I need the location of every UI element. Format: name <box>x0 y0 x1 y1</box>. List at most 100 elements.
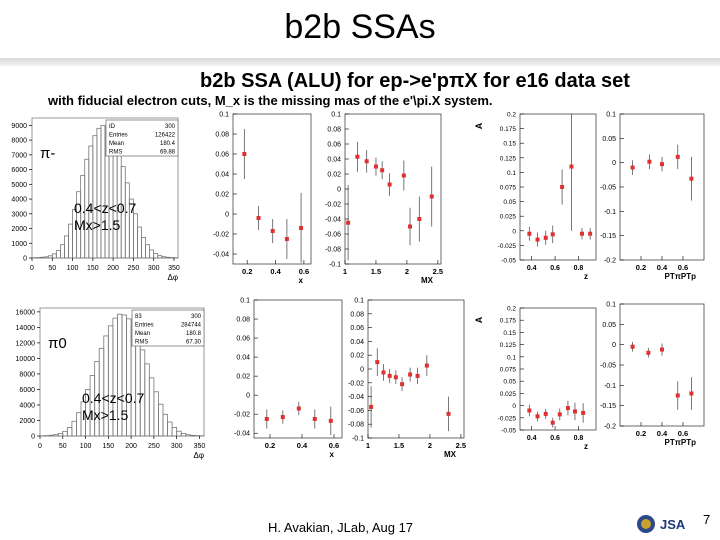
histogram-bin <box>68 223 73 259</box>
x-tick-label: 250 <box>128 265 140 272</box>
y-tick-label: -0.04 <box>325 217 341 224</box>
y-tick-label: 0.02 <box>350 353 364 360</box>
y-tick-label: 0 <box>612 342 616 349</box>
y-tick-label: -0.1 <box>604 383 616 390</box>
x-tick-label: 2.5 <box>456 441 466 450</box>
y-tick-label: 0.04 <box>236 355 250 362</box>
x-tick-label: 300 <box>171 443 183 450</box>
data-point <box>401 173 406 178</box>
y-tick-label: 0.05 <box>503 379 516 386</box>
stats-key: 83 <box>135 314 142 320</box>
data-point <box>630 344 635 349</box>
x-axis-label: Δφ <box>193 451 204 460</box>
histogram-bin <box>185 434 191 437</box>
data-point <box>284 237 289 241</box>
data-point <box>660 347 664 352</box>
histogram-bin <box>149 249 155 259</box>
data-point <box>364 159 369 164</box>
data-point <box>270 229 275 233</box>
y-tick-label: -0.2 <box>604 258 616 265</box>
histogram-pi-minus: 0 50 100 150 200 250 300 350 0 1000 2000 3000 4000 50… <box>11 117 180 282</box>
data-point <box>557 412 562 417</box>
data-point <box>675 154 680 159</box>
data-point <box>296 406 301 411</box>
stats-key: RMS <box>109 150 122 156</box>
y-tick-label: 0.025 <box>500 391 517 398</box>
histogram-bin <box>132 213 138 259</box>
data-point <box>630 165 635 170</box>
histogram-bin <box>157 255 163 259</box>
x-tick-label: 0.4 <box>657 429 668 438</box>
logo-text: JSA <box>660 517 686 532</box>
y-tick-label: -0.04 <box>348 394 364 401</box>
histogram-bin <box>167 421 173 437</box>
histogram-bin <box>92 135 98 259</box>
y-tick-label: 0.15 <box>503 141 516 148</box>
data-point <box>346 220 351 225</box>
data-point <box>408 372 413 377</box>
stats-value: 300 <box>191 314 202 320</box>
histogram-bin <box>66 427 73 437</box>
histogram-bin <box>148 377 155 437</box>
histogram-bin <box>153 253 159 259</box>
x-tick-label: 2 <box>405 267 409 276</box>
histogram-bin <box>165 256 171 259</box>
y-tick-label: 0 <box>31 434 35 441</box>
histogram-bin <box>153 391 159 437</box>
y-tick-label: -0.15 <box>600 233 616 240</box>
y-tick-label: -0.025 <box>498 415 517 422</box>
x-tick-label: 1.5 <box>371 267 381 276</box>
y-tick-label: 0.05 <box>602 322 616 329</box>
data-point <box>299 226 304 230</box>
y-axis-label: A <box>474 122 484 129</box>
x-tick-label: 150 <box>102 443 114 450</box>
y-tick-label: 0.02 <box>327 172 341 179</box>
plot-frame <box>367 299 465 439</box>
x-tick-label: 0.2 <box>242 267 252 276</box>
y-tick-label: -0.1 <box>329 262 341 269</box>
stats-value: 284744 <box>181 323 202 329</box>
y-tick-label: 0.06 <box>236 336 250 343</box>
data-point <box>689 176 694 181</box>
data-point <box>527 231 532 236</box>
pi-minus-asymmetry-vs-mx: 0.1 0.08 0.06 0.04 0.02 0 -0.02 -0.04 -0.06 -0.08… <box>325 112 443 286</box>
y-tick-label: 0 <box>23 256 27 263</box>
y-tick-label: 0 <box>225 212 229 219</box>
jsa-logo-icon: JSA <box>637 515 686 533</box>
data-point <box>689 391 694 396</box>
histogram-pi-zero: 0 50 100 150 200 250 300 350 0 2000 4000 6000 8000 10… <box>16 307 205 460</box>
x-tick-label: 0.2 <box>265 441 275 450</box>
y-tick-label: -0.02 <box>213 232 229 239</box>
y-tick-label: -0.025 <box>498 243 517 250</box>
y-tick-label: -0.06 <box>325 232 341 239</box>
y-tick-label: 8000 <box>19 371 35 378</box>
data-point <box>393 375 398 380</box>
x-tick-label: 1 <box>366 441 370 450</box>
x-tick-label: 150 <box>87 265 99 272</box>
y-tick-label: 0.1 <box>606 112 616 119</box>
y-tick-label: 0.04 <box>350 339 364 346</box>
x-tick-label: 0.4 <box>527 435 537 442</box>
cut-label-mx: Mx>1.5 <box>82 407 129 423</box>
y-tick-label: 2000 <box>11 226 27 233</box>
x-tick-label: 0.4 <box>297 441 308 450</box>
y-tick-label: 3000 <box>11 211 27 218</box>
histogram-bin <box>176 430 182 437</box>
stats-key: Entries <box>109 133 128 139</box>
x-tick-label: 2.5 <box>433 267 443 276</box>
data-point <box>264 416 269 421</box>
x-tick-label: 200 <box>125 443 137 450</box>
histogram-bin <box>43 256 49 259</box>
y-tick-label: -0.04 <box>234 431 250 438</box>
y-tick-label: 16000 <box>16 309 36 316</box>
data-point <box>543 411 548 416</box>
cut-label-z: 0.4<z<0.7 <box>74 200 136 216</box>
y-tick-label: -0.04 <box>213 252 229 259</box>
histogram-bin <box>161 256 167 259</box>
x-tick-label: 100 <box>67 265 79 272</box>
histogram-bin <box>55 250 61 259</box>
data-point <box>581 410 586 415</box>
y-tick-label: -0.05 <box>600 363 616 370</box>
pi-minus-asymmetry-vs-pt: 0.1 0.05 0 -0.05 -0.1 -0.15 -0.2 0.2 0.4 0.6PTπPT… <box>600 112 705 281</box>
x-axis-label: MX <box>421 276 434 285</box>
